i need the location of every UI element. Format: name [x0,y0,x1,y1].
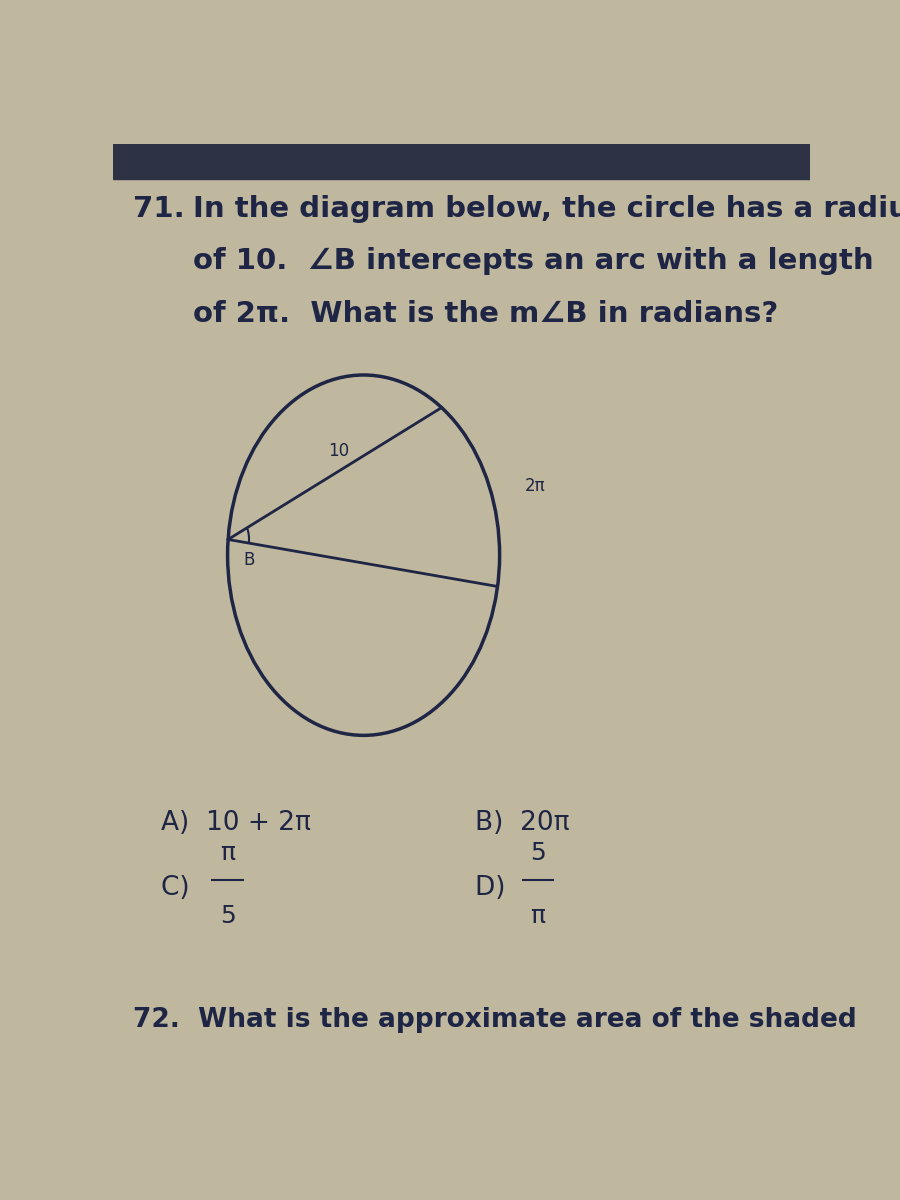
Text: C): C) [161,875,198,901]
Text: 71.: 71. [133,194,185,223]
Text: 10: 10 [328,442,349,460]
Text: B)  20π: B) 20π [475,810,570,836]
Text: of 2π.  What is the m∠B in radians?: of 2π. What is the m∠B in radians? [193,300,778,328]
Text: 5: 5 [530,841,545,865]
Text: 72.  What is the approximate area of the shaded: 72. What is the approximate area of the … [133,1007,857,1033]
Text: π: π [530,905,545,929]
Text: π: π [220,841,235,865]
Text: B: B [244,551,255,569]
Text: 5: 5 [220,905,236,929]
Text: 2π: 2π [525,478,545,496]
Text: In the diagram below, the circle has a radius: In the diagram below, the circle has a r… [193,194,900,223]
Bar [112,144,810,179]
Text: D): D) [475,875,514,901]
Text: A)  10 + 2π: A) 10 + 2π [161,810,311,836]
Text: of 10.  ∠B intercepts an arc with a length: of 10. ∠B intercepts an arc with a lengt… [193,247,873,276]
